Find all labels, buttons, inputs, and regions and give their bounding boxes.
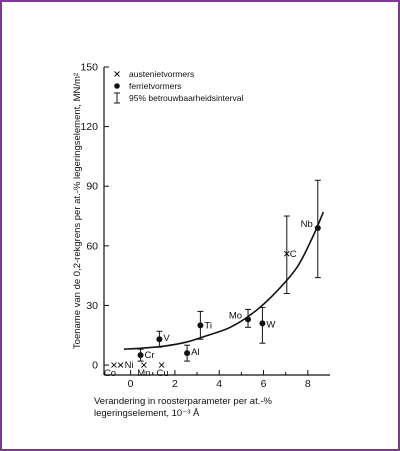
point-label-w: W xyxy=(266,319,275,330)
y-tick-label: 30 xyxy=(86,300,98,312)
point-cr xyxy=(137,352,144,359)
point-label-ni: Ni xyxy=(125,360,134,371)
cross-stroke xyxy=(117,362,124,368)
point-c xyxy=(283,250,290,257)
point-label-cu: Cu xyxy=(157,368,169,379)
y-axis-label: Toename van de 0,2-rekgrens per at.-% le… xyxy=(72,73,83,349)
legend-dot xyxy=(114,83,120,89)
legend-cross xyxy=(114,71,120,77)
x-axis-label-line1: Verandering in roosterparameter per at.-… xyxy=(94,396,273,407)
point-label-v: V xyxy=(163,333,170,344)
point-mn xyxy=(141,362,147,368)
point-al xyxy=(184,350,191,357)
cross-stroke xyxy=(283,250,290,257)
y-tick-label: 60 xyxy=(86,240,98,252)
point-cu xyxy=(158,362,165,368)
x-axis-label-line2: legeringselement, 10⁻³ Å xyxy=(94,408,200,419)
point-mo xyxy=(245,316,252,323)
point-label-al: Al xyxy=(191,347,199,358)
cross-stroke xyxy=(111,362,117,368)
y-tick-label: 90 xyxy=(86,181,98,193)
x-tick-label: 0 xyxy=(128,378,134,390)
point-label-co: Co xyxy=(104,368,116,379)
x-tick-label: 2 xyxy=(172,378,178,390)
point-label-nb: Nb xyxy=(301,219,313,230)
point-w xyxy=(259,320,266,327)
legend-label: austenietvormers xyxy=(129,69,194,79)
x-tick-label: 8 xyxy=(305,378,311,390)
point-co xyxy=(111,362,117,368)
y-tick-label: 150 xyxy=(80,62,98,74)
x-tick-label: 6 xyxy=(261,378,267,390)
y-tick-label: 120 xyxy=(80,121,98,133)
cross-stroke xyxy=(158,362,165,368)
legend-label: ferrietvormers xyxy=(129,81,181,91)
point-label-c: C xyxy=(290,249,297,260)
point-label-ti: Ti xyxy=(204,320,212,331)
point-label-mn: Mn xyxy=(137,368,150,379)
point-nb xyxy=(314,224,321,231)
point-label-cr: Cr xyxy=(145,350,155,361)
cross-stroke xyxy=(141,362,147,368)
y-tick-label: 0 xyxy=(92,360,98,372)
fit-curve xyxy=(123,211,325,350)
point-label-mo: Mo xyxy=(229,310,242,321)
x-tick-label: 4 xyxy=(216,378,222,390)
point-ti xyxy=(197,322,204,329)
legend-label: 95% betrouwbaarheidsinterval xyxy=(129,93,243,103)
point-ni xyxy=(117,362,124,368)
point-v xyxy=(156,336,163,343)
